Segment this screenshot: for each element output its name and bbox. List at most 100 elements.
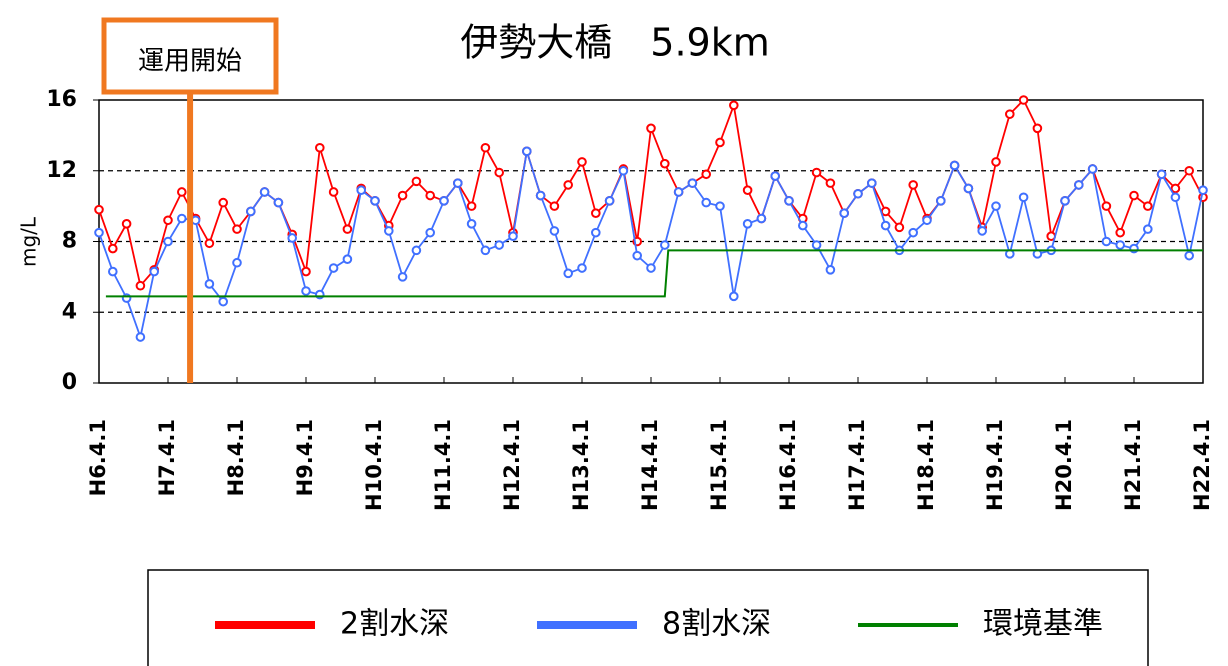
data-point — [577, 263, 587, 273]
data-point — [991, 157, 1001, 167]
data-point — [425, 190, 436, 201]
data-point — [108, 266, 118, 277]
data-point — [991, 201, 1001, 211]
data-point — [94, 204, 104, 215]
data-point — [135, 332, 146, 342]
data-point — [922, 215, 932, 226]
data-point — [660, 158, 670, 169]
legend-box — [147, 569, 1149, 666]
data-point — [204, 279, 215, 289]
data-point — [384, 226, 394, 236]
data-point — [177, 213, 187, 224]
x-tick-label: H17.4.1 — [845, 419, 869, 511]
data-point — [673, 187, 684, 197]
data-point — [259, 187, 270, 197]
data-point — [729, 100, 739, 111]
data-point — [549, 226, 560, 236]
data-point — [397, 272, 408, 282]
data-point — [356, 185, 367, 196]
chart-title: 伊勢大橋 5.9km — [460, 21, 769, 65]
data-point — [1032, 123, 1043, 134]
y-tick-label: 4 — [62, 299, 77, 324]
data-point — [535, 190, 546, 201]
legend-label: 8割水深 — [662, 607, 771, 642]
x-tick-label: H9.4.1 — [293, 419, 317, 496]
data-point — [853, 188, 863, 199]
data-point — [1087, 164, 1098, 174]
data-point — [494, 167, 505, 178]
data-point — [301, 266, 311, 277]
data-point — [811, 240, 822, 250]
data-point — [439, 196, 449, 206]
data-point — [949, 160, 960, 171]
data-point — [1018, 192, 1029, 203]
annotation-text: 運用開始 — [138, 47, 242, 77]
series-line — [98, 151, 1204, 341]
data-point — [1143, 224, 1153, 234]
data-point — [563, 268, 574, 279]
annotation-box — [101, 17, 279, 95]
x-tick-label: H14.4.1 — [638, 419, 662, 511]
data-point — [1184, 250, 1194, 261]
data-point — [411, 176, 422, 187]
data-point — [963, 183, 974, 194]
x-tick-label: H11.4.1 — [431, 419, 455, 511]
data-point — [1060, 196, 1070, 206]
data-point — [204, 238, 215, 249]
data-point — [811, 167, 822, 178]
data-point — [411, 245, 422, 256]
y-tick-label: 0 — [62, 370, 77, 395]
data-point — [466, 219, 477, 229]
data-point — [342, 254, 353, 264]
data-point — [618, 165, 629, 176]
data-point — [632, 250, 643, 261]
plot-frame — [98, 99, 1204, 384]
data-point — [1018, 95, 1029, 105]
data-point — [563, 180, 574, 190]
data-point — [232, 257, 242, 268]
data-point — [328, 187, 339, 197]
data-point — [701, 197, 712, 208]
data-point — [121, 219, 132, 229]
data-point — [287, 233, 298, 243]
data-point — [342, 224, 353, 234]
data-point — [1156, 169, 1167, 180]
data-point — [218, 296, 228, 307]
y-tick-label: 8 — [62, 229, 77, 254]
y-tick-label: 16 — [46, 87, 77, 112]
series-line — [105, 249, 1203, 298]
data-point — [1115, 240, 1125, 250]
data-point — [1184, 165, 1194, 176]
x-tick-label: H10.4.1 — [362, 419, 386, 511]
data-point — [770, 171, 781, 181]
data-point — [149, 266, 159, 277]
data-point — [977, 226, 988, 236]
data-point — [163, 236, 173, 247]
data-point — [894, 222, 905, 233]
legend-label: 2割水深 — [340, 607, 449, 642]
data-point — [687, 178, 698, 188]
data-point — [328, 263, 339, 273]
data-point — [701, 169, 712, 180]
x-tick-label: H6.4.1 — [86, 419, 110, 496]
data-point — [784, 196, 794, 206]
x-tick-label: H20.4.1 — [1052, 419, 1076, 511]
data-point — [1143, 201, 1153, 211]
data-point — [660, 240, 670, 250]
x-tick-label: H21.4.1 — [1121, 419, 1145, 511]
y-tick-label: 12 — [46, 158, 77, 183]
data-point — [1198, 185, 1208, 196]
data-point — [839, 208, 850, 218]
x-tick-label: H22.4.1 — [1190, 419, 1214, 511]
data-point — [135, 280, 146, 291]
x-tick-label: H7.4.1 — [155, 419, 179, 496]
data-point — [591, 208, 601, 218]
data-point — [425, 227, 436, 238]
x-tick-label: H12.4.1 — [500, 419, 524, 511]
data-point — [880, 220, 891, 231]
data-point — [742, 219, 753, 229]
data-point — [315, 142, 325, 153]
data-point — [825, 265, 836, 275]
data-point — [1170, 192, 1181, 203]
data-point — [825, 178, 836, 188]
